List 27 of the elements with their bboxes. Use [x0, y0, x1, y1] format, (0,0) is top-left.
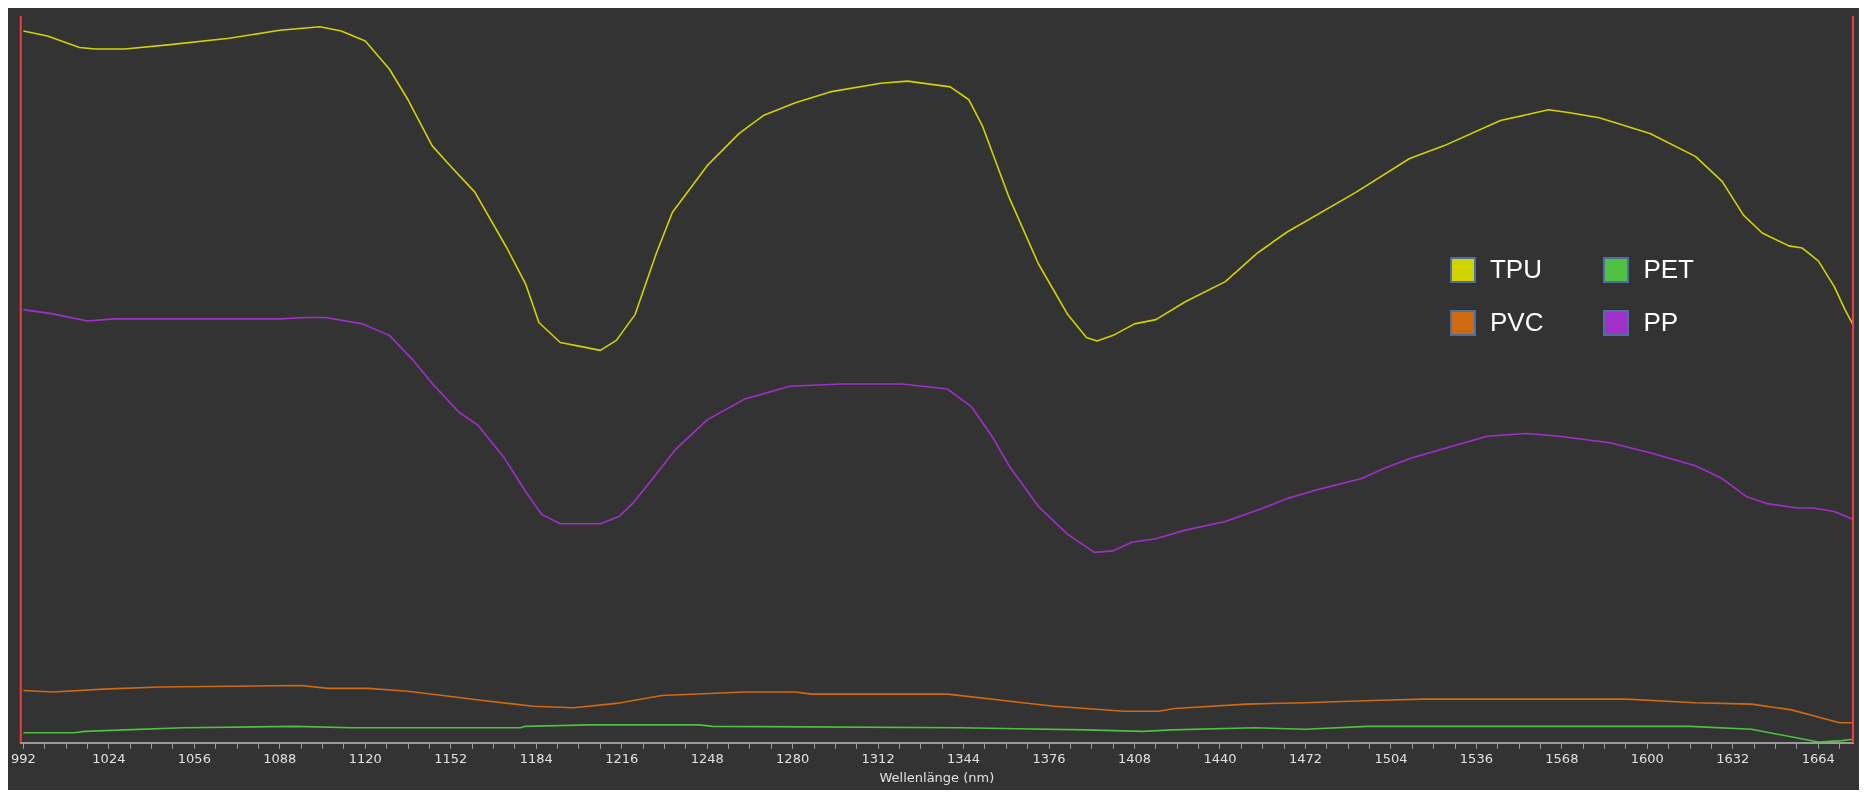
x-tick-label: 1440 [1203, 750, 1237, 766]
x-tick-label: 1632 [1716, 750, 1750, 766]
x-tick-label: 1312 [861, 750, 895, 766]
x-tick-label: 1472 [1288, 750, 1323, 766]
x-tick-label: 1248 [690, 750, 724, 766]
x-tick-label: 1056 [177, 750, 211, 766]
legend-label: PP [1643, 307, 1679, 338]
x-tick-label: 1568 [1545, 750, 1579, 766]
x-tick-label: 1152 [434, 750, 468, 766]
x-axis-title: Wellenlänge (nm) [879, 769, 995, 785]
x-tick-label: 1600 [1630, 750, 1664, 766]
legend-label: TPU [1489, 254, 1542, 285]
x-tick-label: 1344 [947, 750, 981, 766]
x-tick-label: 1376 [1032, 750, 1066, 766]
x-tick-label: 992 [11, 750, 36, 766]
x-tick-label: 1024 [92, 750, 126, 766]
x-tick-label: 1184 [519, 750, 553, 766]
legend-label: PET [1643, 254, 1694, 285]
x-tick-label: 1504 [1374, 750, 1408, 766]
x-tick-label: 1120 [348, 750, 382, 766]
x-tick-label: 1408 [1117, 750, 1152, 766]
x-tick-label: 1088 [263, 750, 297, 766]
x-tick-label: 1536 [1459, 750, 1493, 766]
legend-label: PVC [1489, 307, 1544, 338]
x-tick-label: 1216 [605, 750, 639, 766]
x-tick-label: 1664 [1801, 750, 1835, 766]
x-tick-label: 1280 [776, 750, 810, 766]
